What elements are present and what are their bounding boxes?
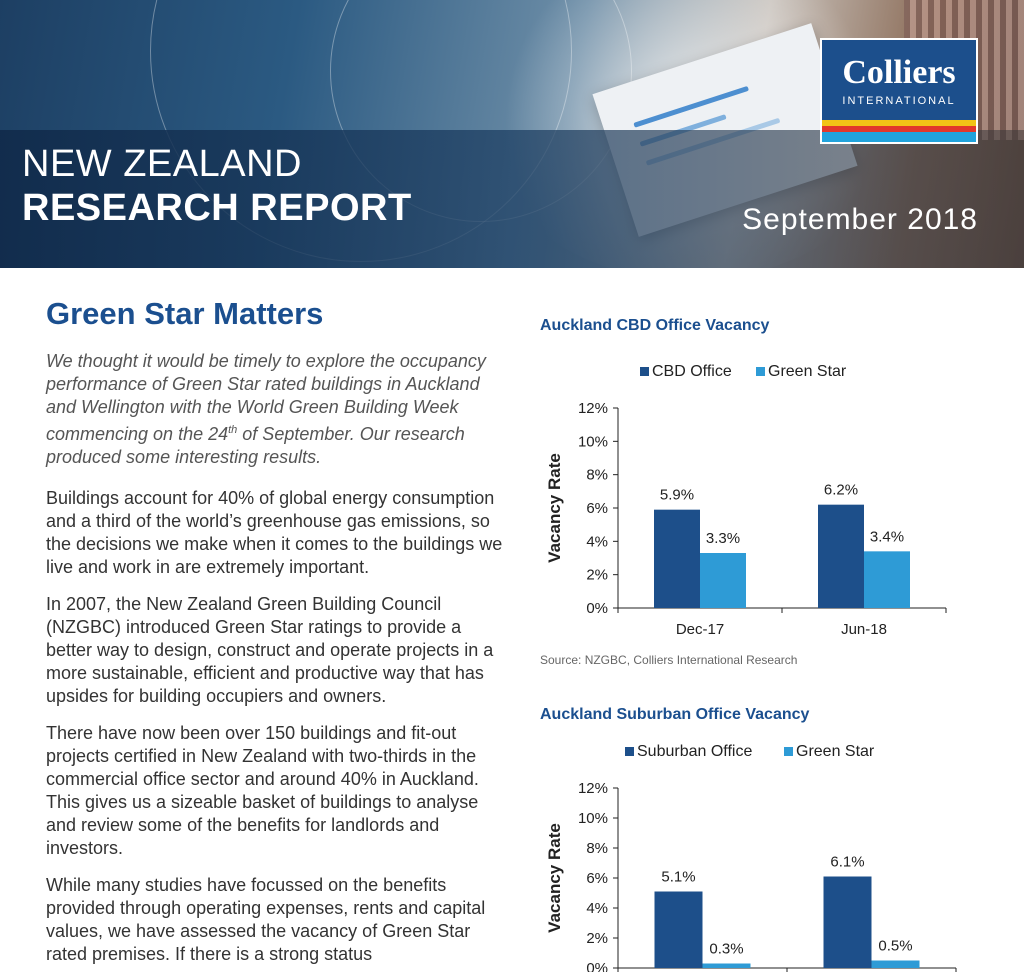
y-tick-label: 0% [586,600,608,617]
chart-title-cbd: Auckland CBD Office Vacancy [540,317,770,334]
banner-title-band [0,130,1024,268]
bar [702,963,751,968]
y-tick-label: 6% [586,870,608,887]
body-paragraph: There have now been over 150 buildings a… [46,723,479,858]
bar [654,509,700,608]
logo-stripe-yellow [822,120,976,126]
data-label: 3.4% [870,528,904,545]
y-tick-label: 2% [586,567,608,584]
y-tick-label: 8% [586,467,608,484]
article-body: Buildings account for 40% of global ener… [46,487,508,980]
y-tick-label: 8% [586,840,608,857]
body-paragraph: Buildings account for 40% of global ener… [46,488,503,577]
logo-stripe-red [822,126,976,132]
legend-label: Green Star [796,743,875,760]
report-title-line1: NEW ZEALAND [22,143,302,185]
y-axis-label: Vacancy Rate [545,453,564,563]
y-tick-label: 12% [578,780,608,797]
intro-text: We thought it would be timely to explore… [46,351,486,444]
body-paragraph: While many studies have focussed on the … [46,875,486,964]
y-tick-label: 12% [578,400,608,417]
bar [818,504,864,608]
data-label: 0.5% [878,938,912,955]
chart-source: Source: NZGBC, Colliers International Re… [540,653,798,667]
intro-text-end: of September. Our research produced some… [46,424,465,467]
y-tick-label: 4% [586,533,608,550]
y-tick-label: 4% [586,900,608,917]
data-label: 5.9% [660,487,694,504]
data-label: 5.1% [661,869,695,886]
bar [700,553,746,608]
x-tick-label: Jun-18 [841,621,887,638]
report-title-line2: RESEARCH REPORT [22,187,412,229]
bar [871,960,920,968]
data-label: 3.3% [706,530,740,547]
y-tick-label: 2% [586,930,608,947]
y-tick-label: 10% [578,810,608,827]
cbd-vacancy-chart: CBD Office Green Star 0% 2% 4% 6% 8% 10% 12% Vaca… [545,363,947,638]
legend-label: Suburban Office [637,743,752,760]
intro-superscript: th [228,424,238,436]
suburban-vacancy-chart: Suburban Office Green Star 0% 2% 4% 6% 8% 10% 12… [545,743,957,972]
bar [823,876,872,968]
bar [864,551,910,608]
body-paragraph: In 2007, the New Zealand Green Building … [46,594,494,706]
y-tick-label: 6% [586,500,608,517]
logo-subtitle: INTERNATIONAL [842,95,956,107]
report-date: September 2018 [742,203,978,236]
chart-title-suburban: Auckland Suburban Office Vacancy [540,706,810,723]
y-tick-label: 10% [578,433,608,450]
legend-label: CBD Office [652,363,732,380]
legend-swatch [640,367,649,376]
bar [654,891,703,968]
logo-name: Colliers [842,54,956,91]
data-label: 6.2% [824,482,858,499]
legend-swatch [625,747,634,756]
legend-swatch [784,747,793,756]
x-tick-label: Dec-17 [676,621,724,638]
article-intro: We thought it would be timely to explore… [46,350,508,469]
article-heading: Green Star Matters [46,296,324,331]
y-axis-label: Vacancy Rate [545,823,564,933]
y-tick-label: 0% [586,960,608,972]
report-title: NEW ZEALAND RESEARCH REPORT [22,145,412,227]
legend-swatch [756,367,765,376]
data-label: 0.3% [709,941,743,958]
data-label: 6.1% [830,854,864,871]
logo-stripe-blue [822,132,976,142]
legend-label: Green Star [768,363,847,380]
colliers-logo: Colliers INTERNATIONAL [820,38,978,144]
